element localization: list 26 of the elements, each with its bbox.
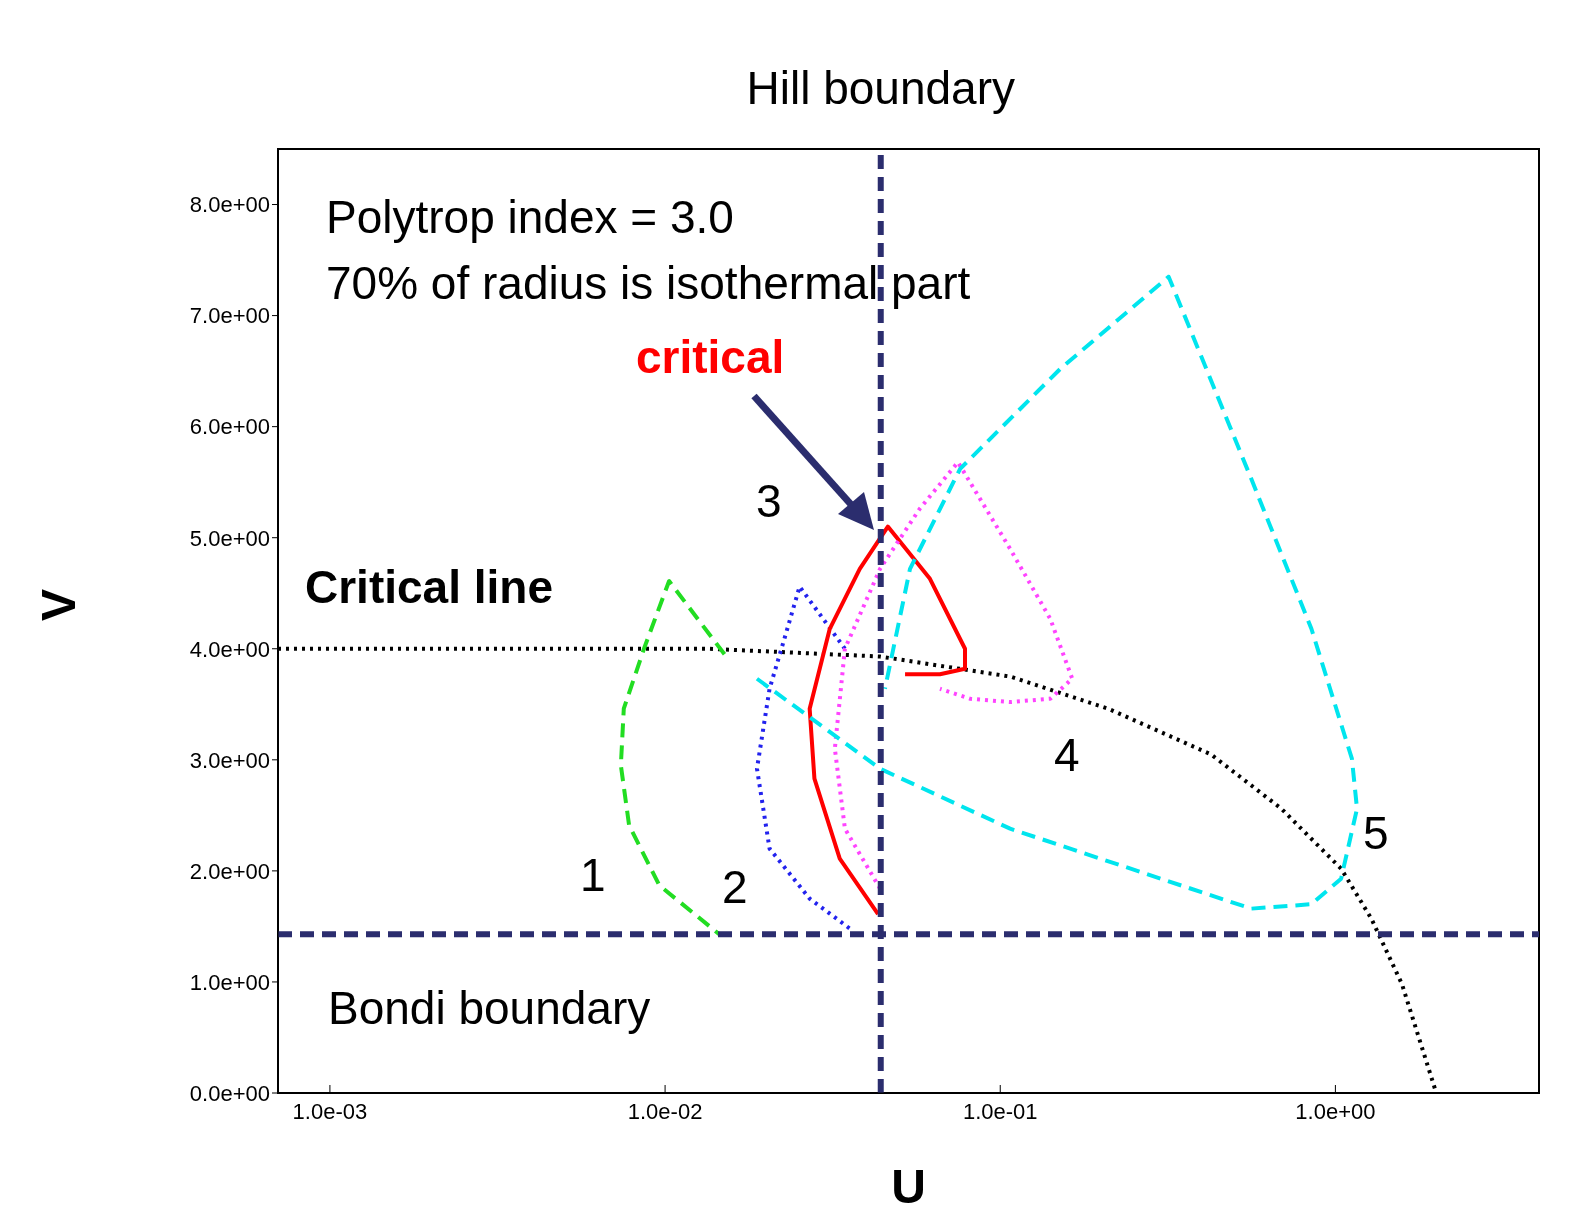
x-tick-label: 1.0e+00 xyxy=(1295,1098,1376,1124)
annotation: 2 xyxy=(722,860,748,914)
y-tick-label: 2.0e+00 xyxy=(189,858,270,884)
annotation: 70% of radius is isothermal part xyxy=(326,256,971,311)
y-tick-label: 0.0e+00 xyxy=(189,1080,270,1106)
annotation: 3 xyxy=(756,474,782,528)
y-tick-label: 6.0e+00 xyxy=(189,414,270,440)
y-tick-label: 7.0e+00 xyxy=(189,303,270,329)
y-tick-label: 1.0e+00 xyxy=(189,969,270,995)
annotation: Critical line xyxy=(305,560,553,614)
y-axis-title: V xyxy=(32,588,86,621)
x-tick-label: 1.0e-02 xyxy=(627,1098,703,1124)
annotation: 5 xyxy=(1363,806,1389,860)
y-tick-label: 3.0e+00 xyxy=(189,747,270,773)
x-tick-label: 1.0e-03 xyxy=(292,1098,368,1124)
annotation: 1 xyxy=(580,848,606,902)
x-tick-label: 1.0e-01 xyxy=(962,1098,1038,1124)
y-tick-label: 8.0e+00 xyxy=(189,192,270,218)
y-tick-label: 5.0e+00 xyxy=(189,525,270,551)
annotation: 4 xyxy=(1054,728,1080,782)
x-axis-title: U xyxy=(891,1160,926,1213)
y-tick-label: 4.0e+00 xyxy=(189,636,270,662)
annotation: Polytrop index = 3.0 xyxy=(326,190,735,245)
annotation: critical xyxy=(636,330,785,384)
ref-line-label: Bondi boundary xyxy=(328,982,651,1035)
ref-line-label: Hill boundary xyxy=(746,62,1015,114)
